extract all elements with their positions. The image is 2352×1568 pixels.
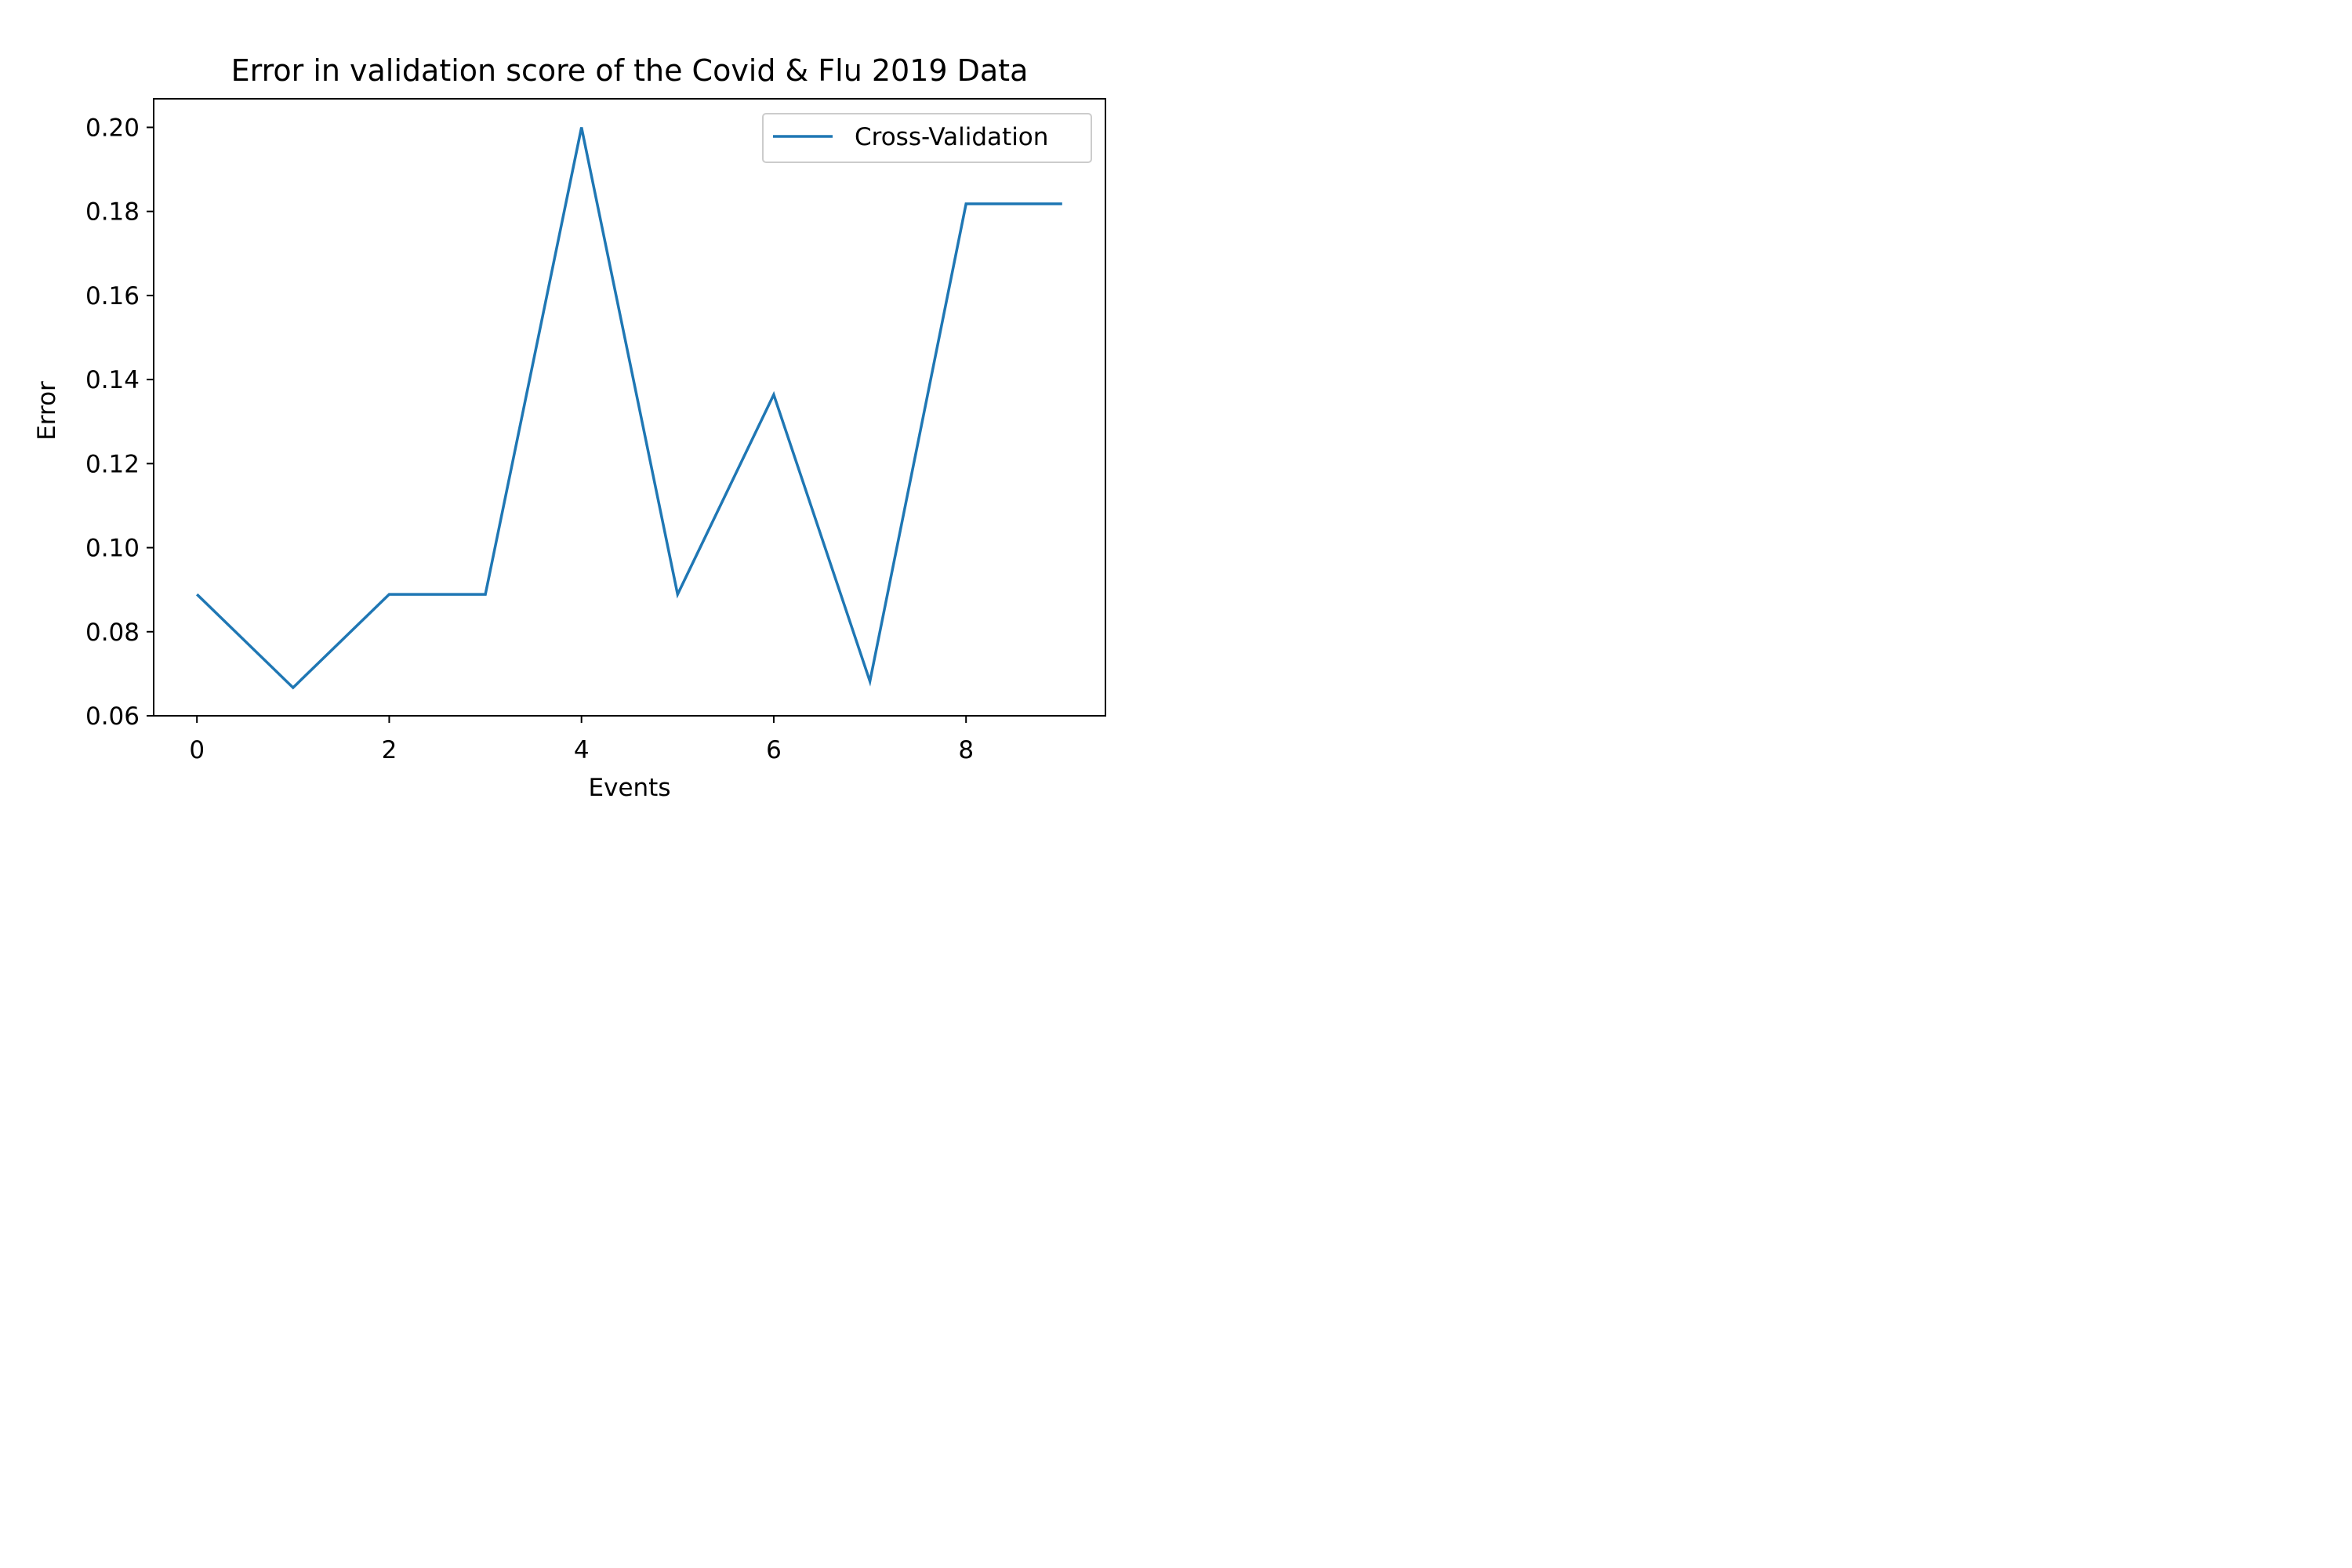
x-axis-label: Events: [589, 774, 671, 802]
chart-title: Error in validation score of the Covid &…: [231, 53, 1029, 88]
series-line-0: [195, 127, 1062, 690]
y-tick-label: 0.08: [85, 619, 140, 647]
plot-area: 0 2 4 6 8 0.06 0.08 0.10 0.12 0.14 0.16 0.18 0.20: [85, 98, 1106, 764]
y-axis-label: Error: [33, 381, 61, 441]
y-axis-ticks: 0.06 0.08 0.10 0.12 0.14 0.16 0.18 0.20: [85, 114, 154, 731]
x-axis-ticks: 0 2 4 6 8: [189, 716, 974, 764]
x-tick-label: 4: [574, 736, 590, 764]
legend-label-cross-validation: Cross-Validation: [855, 123, 1048, 151]
y-tick-label: 0.14: [85, 366, 140, 394]
x-tick-label: 6: [766, 736, 782, 764]
y-tick-label: 0.10: [85, 535, 140, 563]
y-tick-label: 0.16: [85, 282, 140, 310]
legend-box: [762, 113, 1092, 163]
series-layer: [195, 127, 1062, 690]
legend: Cross-Validation: [762, 113, 1092, 163]
x-tick-label: 2: [382, 736, 397, 764]
x-tick-label: 0: [189, 736, 205, 764]
y-tick-label: 0.20: [85, 114, 140, 142]
y-tick-label: 0.12: [85, 450, 140, 478]
line-chart: Error in validation score of the Covid &…: [33, 53, 1106, 802]
y-tick-label: 0.06: [85, 702, 140, 731]
y-tick-label: 0.18: [85, 198, 140, 227]
x-tick-label: 8: [958, 736, 974, 764]
axes-frame: [153, 98, 1106, 717]
